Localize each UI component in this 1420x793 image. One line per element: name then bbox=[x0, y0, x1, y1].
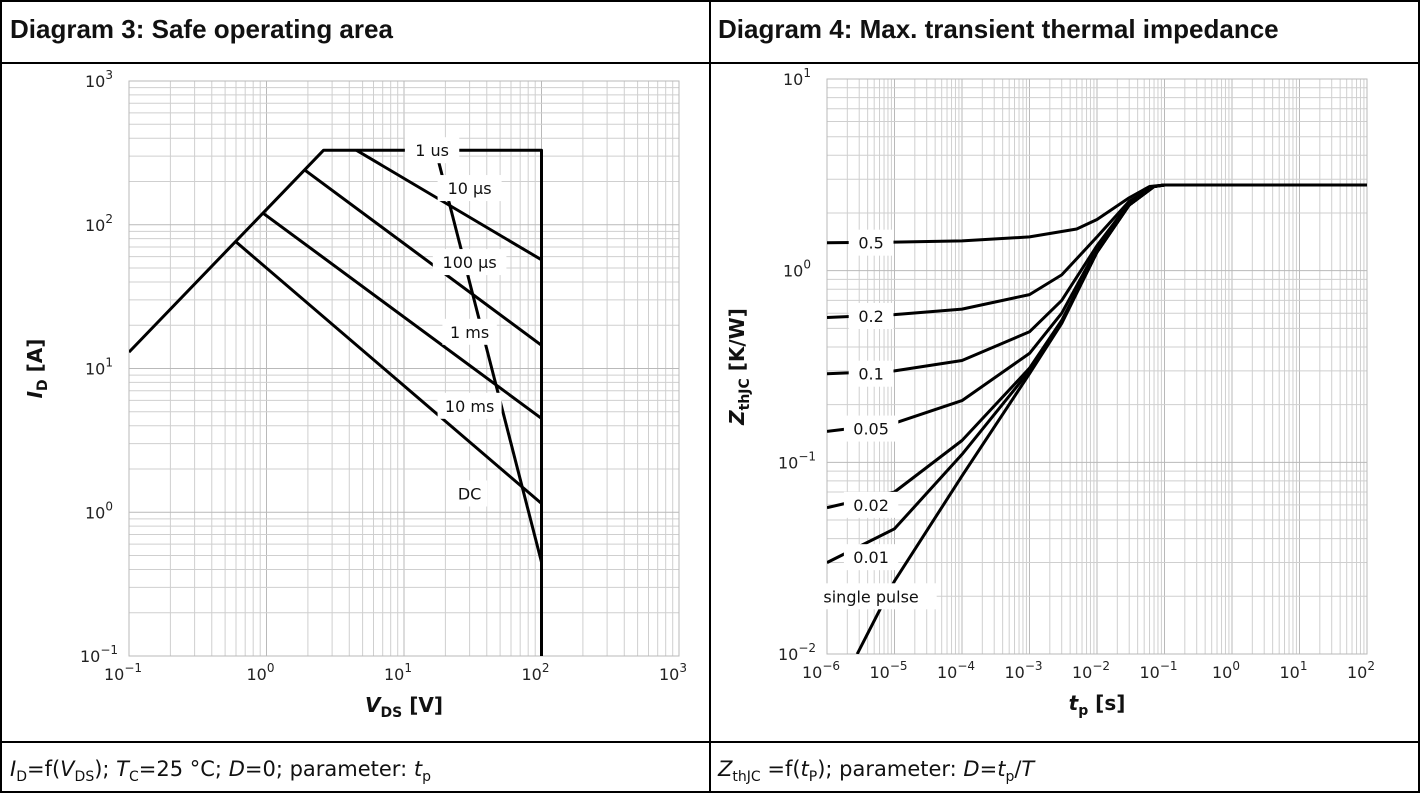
zth-series-label: 0.02 bbox=[853, 496, 889, 515]
soa-label-1-us: 1 us bbox=[404, 137, 460, 164]
zth-y-tick-label: 100 bbox=[783, 258, 811, 281]
soa-y-axis-label: ID [A] bbox=[23, 339, 51, 399]
soa-x-tick-label: 102 bbox=[522, 661, 550, 684]
zth-label-bg bbox=[805, 583, 937, 610]
zth-x-axis-label: tp [s] bbox=[1069, 691, 1126, 719]
zth-series-single-pulse bbox=[855, 183, 1367, 654]
soa-grid bbox=[128, 81, 679, 657]
soa-label-bg bbox=[404, 137, 460, 164]
zth-series-label: 0.01 bbox=[853, 548, 889, 567]
zth-y-axis-label: ZthJC [K/W] bbox=[725, 308, 753, 426]
zth-series-label: 0.5 bbox=[858, 234, 883, 253]
soa-y-tick-label: 100 bbox=[85, 499, 113, 522]
zth-plot-area bbox=[826, 78, 1368, 655]
zth-x-tick-label: 102 bbox=[1347, 659, 1375, 682]
soa-series-dc bbox=[434, 149, 543, 563]
diagram3-caption: ID=f(VDS); TC=25 °C; D=0; parameter: tp bbox=[10, 757, 431, 786]
zth-label-bg bbox=[843, 415, 899, 442]
soa-label-bg bbox=[452, 480, 488, 507]
zth-x-tick-label: 10−1 bbox=[1139, 659, 1177, 682]
soa-label-bg bbox=[432, 249, 507, 276]
zth-series-group bbox=[827, 183, 1367, 654]
zth-label-0-5: 0.5 bbox=[848, 229, 894, 256]
caption-divider bbox=[0, 741, 1420, 743]
zth-label-0-05: 0.05 bbox=[843, 415, 899, 442]
zth-series-label: single pulse bbox=[823, 587, 918, 606]
soa-series-label: 1 ms bbox=[450, 323, 489, 342]
zth-series-label: 0.05 bbox=[853, 420, 889, 439]
soa-x-axis-label: VDS [V] bbox=[365, 693, 443, 721]
zth-label-single-pulse: single pulse bbox=[805, 583, 937, 610]
soa-series-100-s bbox=[303, 168, 543, 347]
soa-y-tick-label: 101 bbox=[85, 356, 113, 379]
soa-label-100-s: 100 µs bbox=[432, 249, 507, 276]
soa-y-tick-label: 10−1 bbox=[80, 643, 118, 666]
soa-series-10-ms bbox=[235, 240, 543, 505]
zth-x-tick-label: 10−3 bbox=[1004, 659, 1042, 682]
zth-x-tick-label: 10−4 bbox=[937, 659, 975, 682]
zth-label-bg bbox=[843, 491, 899, 518]
panel-divider bbox=[709, 0, 711, 793]
soa-chart: 10−1 100 101 102 103 10−1 100 101 102 103 VDS [V] I… bbox=[23, 68, 687, 721]
zth-x-tick-label: 10−2 bbox=[1072, 659, 1110, 682]
zth-series-label: 0.1 bbox=[858, 365, 883, 384]
soa-plot-area bbox=[128, 80, 680, 657]
soa-series-label: 10 ms bbox=[445, 397, 494, 416]
zth-label-bg bbox=[848, 360, 894, 387]
zth-label-bg bbox=[848, 229, 894, 256]
zth-label-0-02: 0.02 bbox=[843, 491, 899, 518]
soa-label-10-ms: 10 ms bbox=[437, 392, 502, 419]
soa-label-bg bbox=[442, 318, 497, 345]
soa-series-label: 10 µs bbox=[448, 179, 492, 198]
zth-y-tick-label: 101 bbox=[783, 66, 811, 89]
header-divider bbox=[0, 62, 1420, 64]
soa-x-tick-label: 100 bbox=[247, 661, 275, 684]
soa-label-dc: DC bbox=[452, 480, 488, 507]
soa-y-tick-label: 103 bbox=[85, 68, 113, 91]
zth-x-tick-label: 10−5 bbox=[869, 659, 907, 682]
soa-series-label: 100 µs bbox=[443, 253, 497, 272]
soa-series-label: 1 us bbox=[415, 141, 449, 160]
zth-y-tick-label: 10−1 bbox=[778, 449, 816, 472]
soa-x-tick-label: 103 bbox=[659, 661, 687, 684]
zth-label-0-01: 0.01 bbox=[843, 544, 899, 571]
zth-label-0-2: 0.2 bbox=[848, 303, 894, 330]
soa-label-1-ms: 1 ms bbox=[442, 318, 497, 345]
zth-y-tick-label: 10−2 bbox=[778, 641, 816, 664]
zth-grid bbox=[826, 79, 1367, 655]
zth-series-label: 0.2 bbox=[858, 307, 883, 326]
soa-y-tick-label: 102 bbox=[85, 212, 113, 235]
soa-label-bg bbox=[437, 175, 502, 202]
zth-label-bg bbox=[843, 544, 899, 571]
zth-x-tick-label: 101 bbox=[1280, 659, 1308, 682]
zth-label-bg bbox=[848, 303, 894, 330]
diagram3-title: Diagram 3: Safe operating area bbox=[10, 14, 393, 44]
zth-x-tick-label: 10−6 bbox=[802, 659, 840, 682]
soa-label-bg bbox=[437, 392, 502, 419]
zth-label-0-1: 0.1 bbox=[848, 360, 894, 387]
soa-x-tick-label: 10−1 bbox=[104, 661, 142, 684]
soa-x-tick-label: 101 bbox=[384, 661, 412, 684]
diagram4-title: Diagram 4: Max. transient thermal impeda… bbox=[718, 14, 1279, 44]
diagram4-caption: ZthJC =f(tP); parameter: D=tp/T bbox=[718, 757, 1035, 786]
soa-label-10-s: 10 µs bbox=[437, 175, 502, 202]
zth-chart: 10−6 10−5 10−4 10−3 10−2 10−1 100 101 102 10−2 10−… bbox=[725, 66, 1375, 719]
zth-x-tick-label: 100 bbox=[1212, 659, 1240, 682]
soa-series-label: DC bbox=[458, 485, 482, 504]
